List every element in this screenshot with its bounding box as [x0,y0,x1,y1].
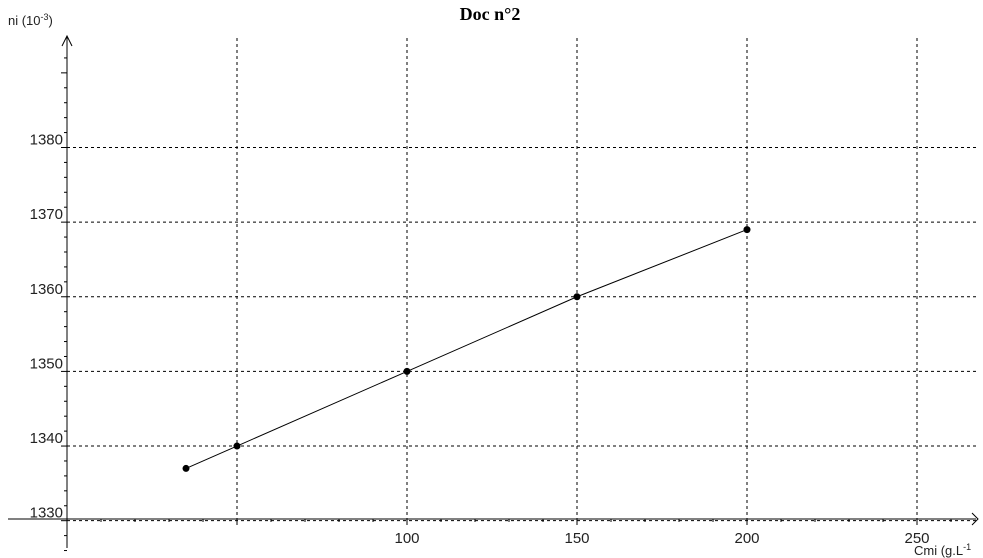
y-tick-label: 1380 [30,131,63,148]
y-tick-label: 1330 [30,505,63,522]
series-line [185,229,748,469]
grid [67,38,978,522]
chart-title: Doc n°2 [460,4,521,24]
x-tick-label: 150 [564,530,589,547]
data-point [743,226,751,234]
data-points [182,226,751,472]
data-point [573,293,581,301]
data-point [403,367,411,375]
y-tick-label: 1360 [30,281,63,298]
y-axis-label: ni (10-3) [8,12,53,28]
x-tick-label: 250 [904,530,929,547]
axes [8,34,979,548]
data-point [233,442,241,450]
y-axis-arrow [61,34,73,47]
ticks: 1330 1340 1350 1360 1370 1380 100 150 200 250 [30,57,952,552]
x-tick-label: 200 [734,530,759,547]
y-tick-label: 1370 [30,206,63,223]
x-tick-label: 100 [394,530,419,547]
y-tick-label: 1340 [30,430,63,447]
data-point [182,464,190,472]
y-tick-label: 1350 [30,355,63,372]
x-axis-label: Cmi (g.L-1 [914,542,971,558]
series-line [185,229,748,469]
x-axis-arrow [971,512,979,526]
